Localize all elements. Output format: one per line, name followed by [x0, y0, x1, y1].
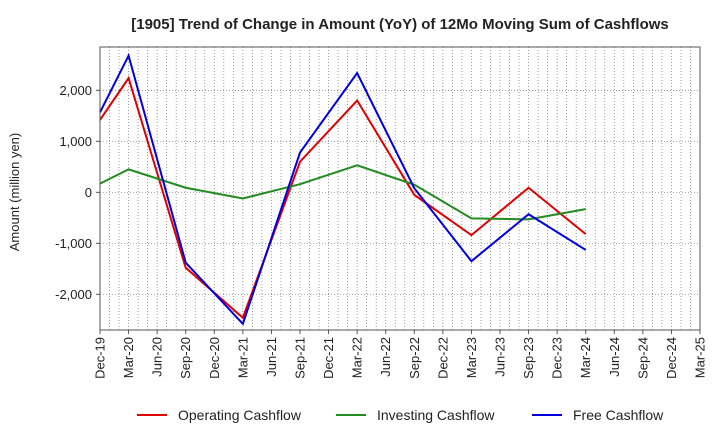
x-tick-label: Mar-21 [235, 337, 250, 378]
series-lines [99, 52, 587, 326]
x-tick-label: Sep-20 [178, 337, 193, 379]
y-tick-label: -2,000 [55, 287, 92, 302]
x-tick-label: Dec-21 [321, 337, 336, 379]
y-tick-label: 2,000 [59, 83, 92, 98]
x-tick-label: Jun-24 [607, 337, 622, 377]
x-tick-label: Sep-23 [521, 337, 536, 379]
y-axis-label: Amount (million yen) [7, 133, 22, 252]
y-tick-label: 0 [85, 185, 92, 200]
x-tick-label: Jun-21 [264, 337, 279, 377]
x-tick-label: Sep-24 [635, 337, 650, 379]
x-tick-label: Mar-24 [578, 337, 593, 378]
series-line-investing-cashflow [99, 164, 586, 221]
y-tick-label: -1,000 [55, 236, 92, 251]
legend-label: Operating Cashflow [178, 407, 302, 423]
plot-frame [99, 46, 701, 331]
series-line-operating-cashflow [99, 75, 587, 320]
x-tick-label: Jun-22 [378, 337, 393, 377]
grid [100, 47, 700, 330]
x-tick-label: Jun-23 [493, 337, 508, 377]
series-line-free-cashflow [99, 52, 587, 326]
x-tick-label: Dec-22 [435, 337, 450, 379]
x-tick-label: Mar-20 [121, 337, 136, 378]
x-tick-label: Mar-22 [350, 337, 365, 378]
x-tick-label: Mar-23 [464, 337, 479, 378]
legend-label: Free Cashflow [573, 407, 664, 423]
x-tick-label: Dec-20 [207, 337, 222, 379]
x-tick-label: Mar-25 [693, 337, 708, 378]
legend: Operating Cashflow Investing Cashflow Free… [137, 407, 664, 423]
y-axis: 2,000 1,000 0 -1,000 -2,000 [55, 83, 100, 302]
x-tick-label: Dec-19 [93, 337, 108, 379]
x-tick-label: Jun-20 [150, 337, 165, 377]
legend-label: Investing Cashflow [377, 407, 495, 423]
x-axis: Dec-19 Mar-20 Jun-20 Sep-20 Dec-20 Mar-21 Jun-… [93, 330, 708, 379]
y-tick-label: 1,000 [59, 134, 92, 149]
x-tick-label: Dec-23 [550, 337, 565, 379]
x-tick-label: Sep-21 [293, 337, 308, 379]
x-tick-label: Dec-24 [664, 337, 679, 379]
chart-title: [1905] Trend of Change in Amount (YoY) o… [131, 16, 669, 33]
x-tick-label: Sep-22 [407, 337, 422, 379]
